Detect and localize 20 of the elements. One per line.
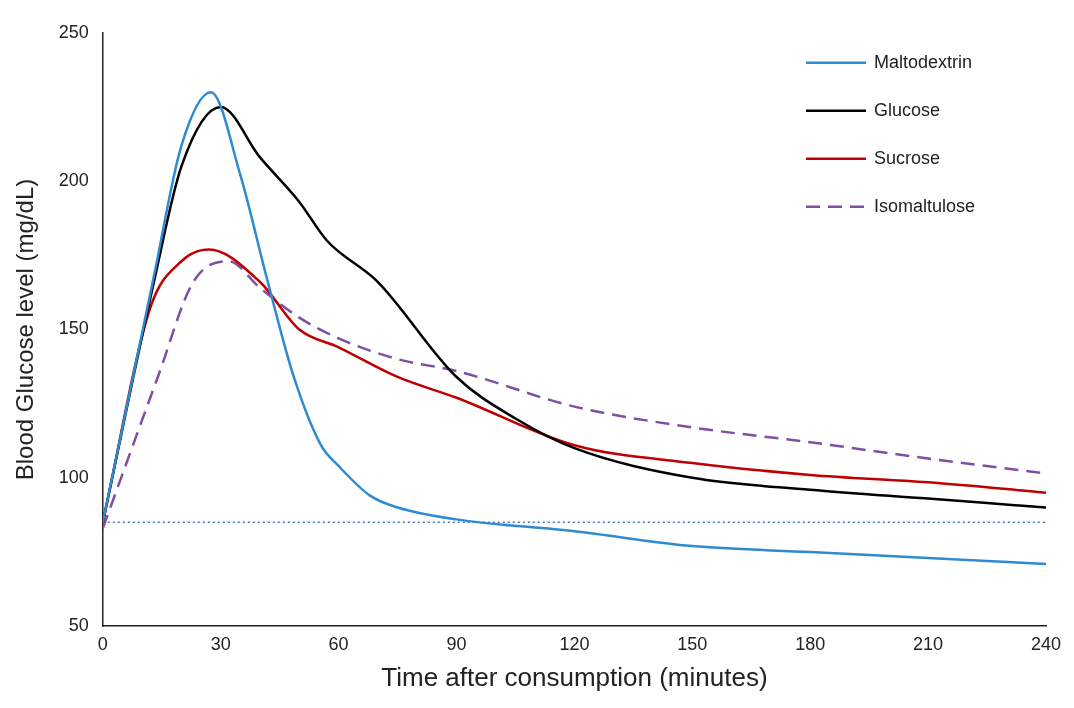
x-tick-label: 210 xyxy=(913,633,944,654)
legend-label: Sucrose xyxy=(874,147,941,168)
y-tick-label: 200 xyxy=(58,170,89,191)
x-tick-label: 150 xyxy=(677,633,708,654)
y-tick-label: 150 xyxy=(58,318,89,339)
legend-label: Isomaltulose xyxy=(874,195,976,216)
x-axis-title: Time after consumption (minutes) xyxy=(381,661,768,692)
x-tick-label: 0 xyxy=(97,633,108,654)
x-tick-label: 180 xyxy=(795,633,826,654)
y-axis-title: Blood Glucose level (mg/dL) xyxy=(11,178,39,481)
y-tick-label: 250 xyxy=(58,21,89,42)
legend-label: Maltodextrin xyxy=(874,51,973,72)
x-tick-label: 60 xyxy=(328,633,349,654)
x-tick-label: 240 xyxy=(1030,633,1062,654)
x-tick-label: 120 xyxy=(559,633,590,654)
x-tick-label: 90 xyxy=(446,633,467,654)
legend-label: Glucose xyxy=(874,99,941,120)
y-tick-label: 100 xyxy=(58,466,89,487)
x-tick-label: 30 xyxy=(210,633,231,654)
y-tick-label: 50 xyxy=(68,615,89,636)
